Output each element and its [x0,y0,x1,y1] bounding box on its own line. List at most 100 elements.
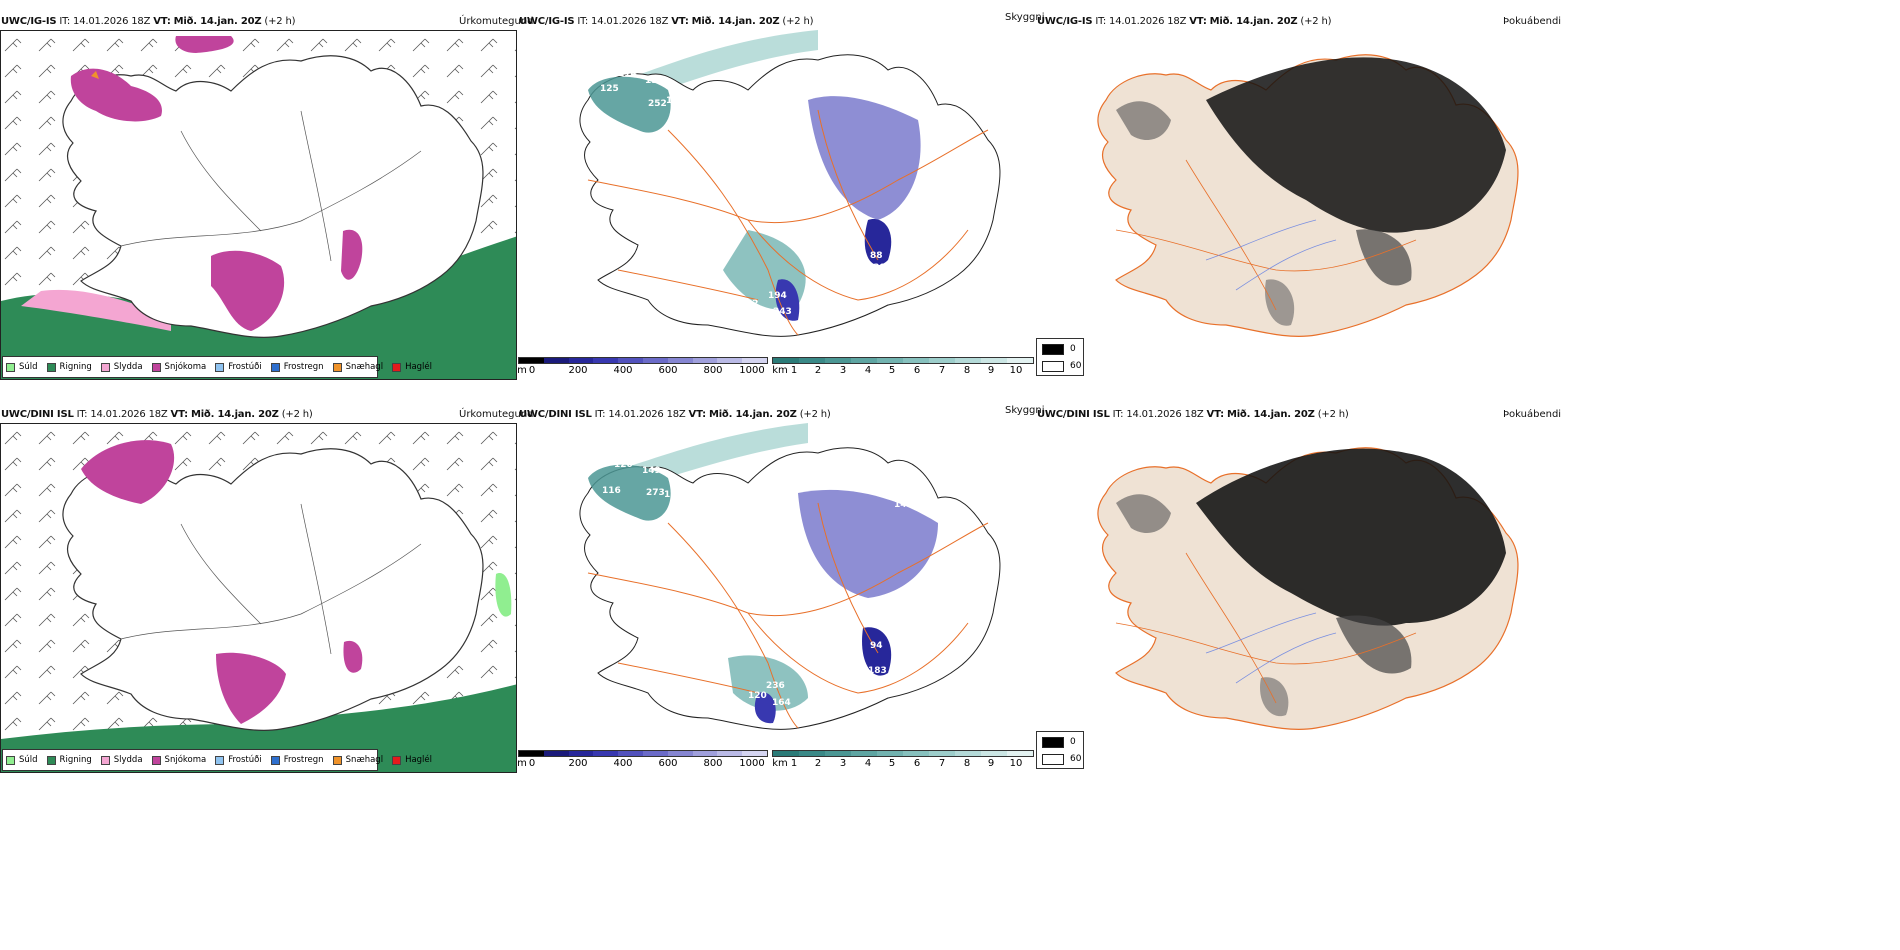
valid-time: Mið. 14.jan. 20Z [691,16,780,27]
fog-area-east [1356,229,1412,286]
colorbar-tick: 400 [613,758,633,769]
vis-label: 122 [913,219,932,229]
road-network [1115,552,1417,704]
legend-label: Haglél [405,362,433,372]
legend-swatch [215,362,225,372]
valid-time: Mið. 14.jan. 20Z [1209,16,1298,27]
vis-label: 164 [772,698,791,708]
fog-area-westfjords [1116,494,1171,533]
road-network [587,109,989,336]
valid-time-label: VT: [1189,16,1207,27]
lead-time: (+2 h) [264,16,296,27]
low-vis-south [728,655,808,711]
legend-label: Snæhagl [345,362,384,372]
vis-label: 130 [645,76,664,86]
legend-swatch [100,755,110,765]
valid-time-label: VT: [671,16,689,27]
snow-area-northwest [70,68,162,122]
colorbar-tick: 4 [864,758,872,769]
panel-header: UWC/IG-IS IT: 14.01.2026 18Z VT: Mið. 14… [1037,16,1331,27]
legend-label: Snjókoma [164,755,207,765]
fog-area-south [1265,279,1295,326]
vis-label: 173 [664,490,683,500]
fog-indicator-map [1097,54,1519,337]
colorbar-tick: 9 [987,365,995,376]
colorbar-tick: 6 [913,758,921,769]
legend-item: Frostúði [215,755,262,765]
fog-legend-label: 0 [1070,344,1076,354]
lead-time: (+2 h) [1300,16,1332,27]
panel-header: UWC/DINI ISL IT: 14.01.2026 18Z VT: Mið.… [519,409,831,420]
legend-item: Haglél [392,755,432,765]
colorbar-tick: 400 [613,365,633,376]
vis-label: 145 [894,500,913,510]
legend-label: Haglél [405,755,433,765]
fog-indicator-panel: UWC/DINI ISL IT: 14.01.2026 18Z VT: Mið.… [1036,393,1561,773]
colorbar-tick: 800 [703,758,723,769]
fog-legend-swatch [1042,737,1064,748]
very-low-vis-northeast [808,96,921,220]
fog-area-east [1336,615,1412,674]
river-lines [1205,612,1337,684]
visibility-map: 114 130 125 252 130 97 128 122 76 88 129… [579,30,1001,337]
vis-label: 97 [722,101,735,111]
fog-area-westfjords [1116,101,1171,140]
vis-label: 236 [766,681,785,691]
fog-legend: 0 60 [1036,338,1084,376]
colorbar-strip [772,357,1034,364]
low-vis-northwest [588,464,671,521]
init-time: IT: 14.01.2026 18Z [594,409,686,420]
legend-item: Snæhagl [332,755,383,765]
snow-area-northwest [81,440,175,504]
snow-area-south [211,250,285,331]
valid-time: Mið. 14.jan. 20Z [190,409,279,420]
model-name: UWC/IG-IS [1037,16,1093,27]
snow-area-east [343,640,363,673]
model-name: UWC/DINI ISL [1,409,74,420]
road-network [587,502,989,729]
vis-label: 130 [666,96,685,106]
precip-type-panel: UWC/IG-IS IT: 14.01.2026 18Z VT: Mið. 14… [0,0,534,380]
valid-time-label: VT: [170,409,189,420]
vis-label: 102 [640,574,659,584]
colorbar-tick: 0 [528,758,536,769]
vis-label: 88 [870,251,883,261]
panel-type-label: Þokuábendi [1503,16,1562,27]
sleet-area [21,289,171,331]
vis-label: 194 [768,291,787,301]
colorbar-tick: 600 [658,758,678,769]
legend-item: Frostregn [270,362,324,372]
valid-time-label: VT: [1206,409,1225,420]
model-name: UWC/DINI ISL [1037,409,1110,420]
vis-label: 82 [746,299,759,309]
colorbar-tick: 1000 [739,365,765,376]
visibility-map: 120 149 116 273 173 145 108 181 102 94 1… [579,423,1001,730]
river-lines [1205,219,1337,291]
legend-swatch [100,362,110,372]
colorbar-tick: 10 [1009,758,1023,769]
legend-item: Súld [6,362,38,372]
legend-label: Frostregn [283,755,324,765]
legend-label: Rigning [59,755,92,765]
fog-legend: 0 60 [1036,731,1084,769]
valid-time: Mið. 14.jan. 20Z [173,16,262,27]
valid-time-label: VT: [688,409,707,420]
colorbar-unit: m [517,758,527,769]
legend-swatch [151,755,161,765]
fog-legend-label: 0 [1070,737,1076,747]
colorbar-tick: 7 [938,365,946,376]
vis-label: 76 [894,234,907,244]
vis-label: 94 [870,641,883,651]
init-time: IT: 14.01.2026 18Z [1095,16,1187,27]
colorbar-tick: 6 [913,365,921,376]
legend-swatch [6,755,15,765]
vis-label: 108 [780,540,799,550]
visibility-m-colorbar: m 0 200 400 600 800 1000 [517,357,768,376]
init-time: IT: 14.01.2026 18Z [59,16,151,27]
legend-label: Snjókoma [164,362,207,372]
legend-item: Slydda [100,755,143,765]
legend-swatch [392,362,402,372]
legend-label: Slydda [113,362,143,372]
row-2: UWC/DINI ISL IT: 14.01.2026 18Z VT: Mið.… [0,393,1900,783]
panel-header: UWC/DINI ISL IT: 14.01.2026 18Z VT: Mið.… [1,409,313,420]
